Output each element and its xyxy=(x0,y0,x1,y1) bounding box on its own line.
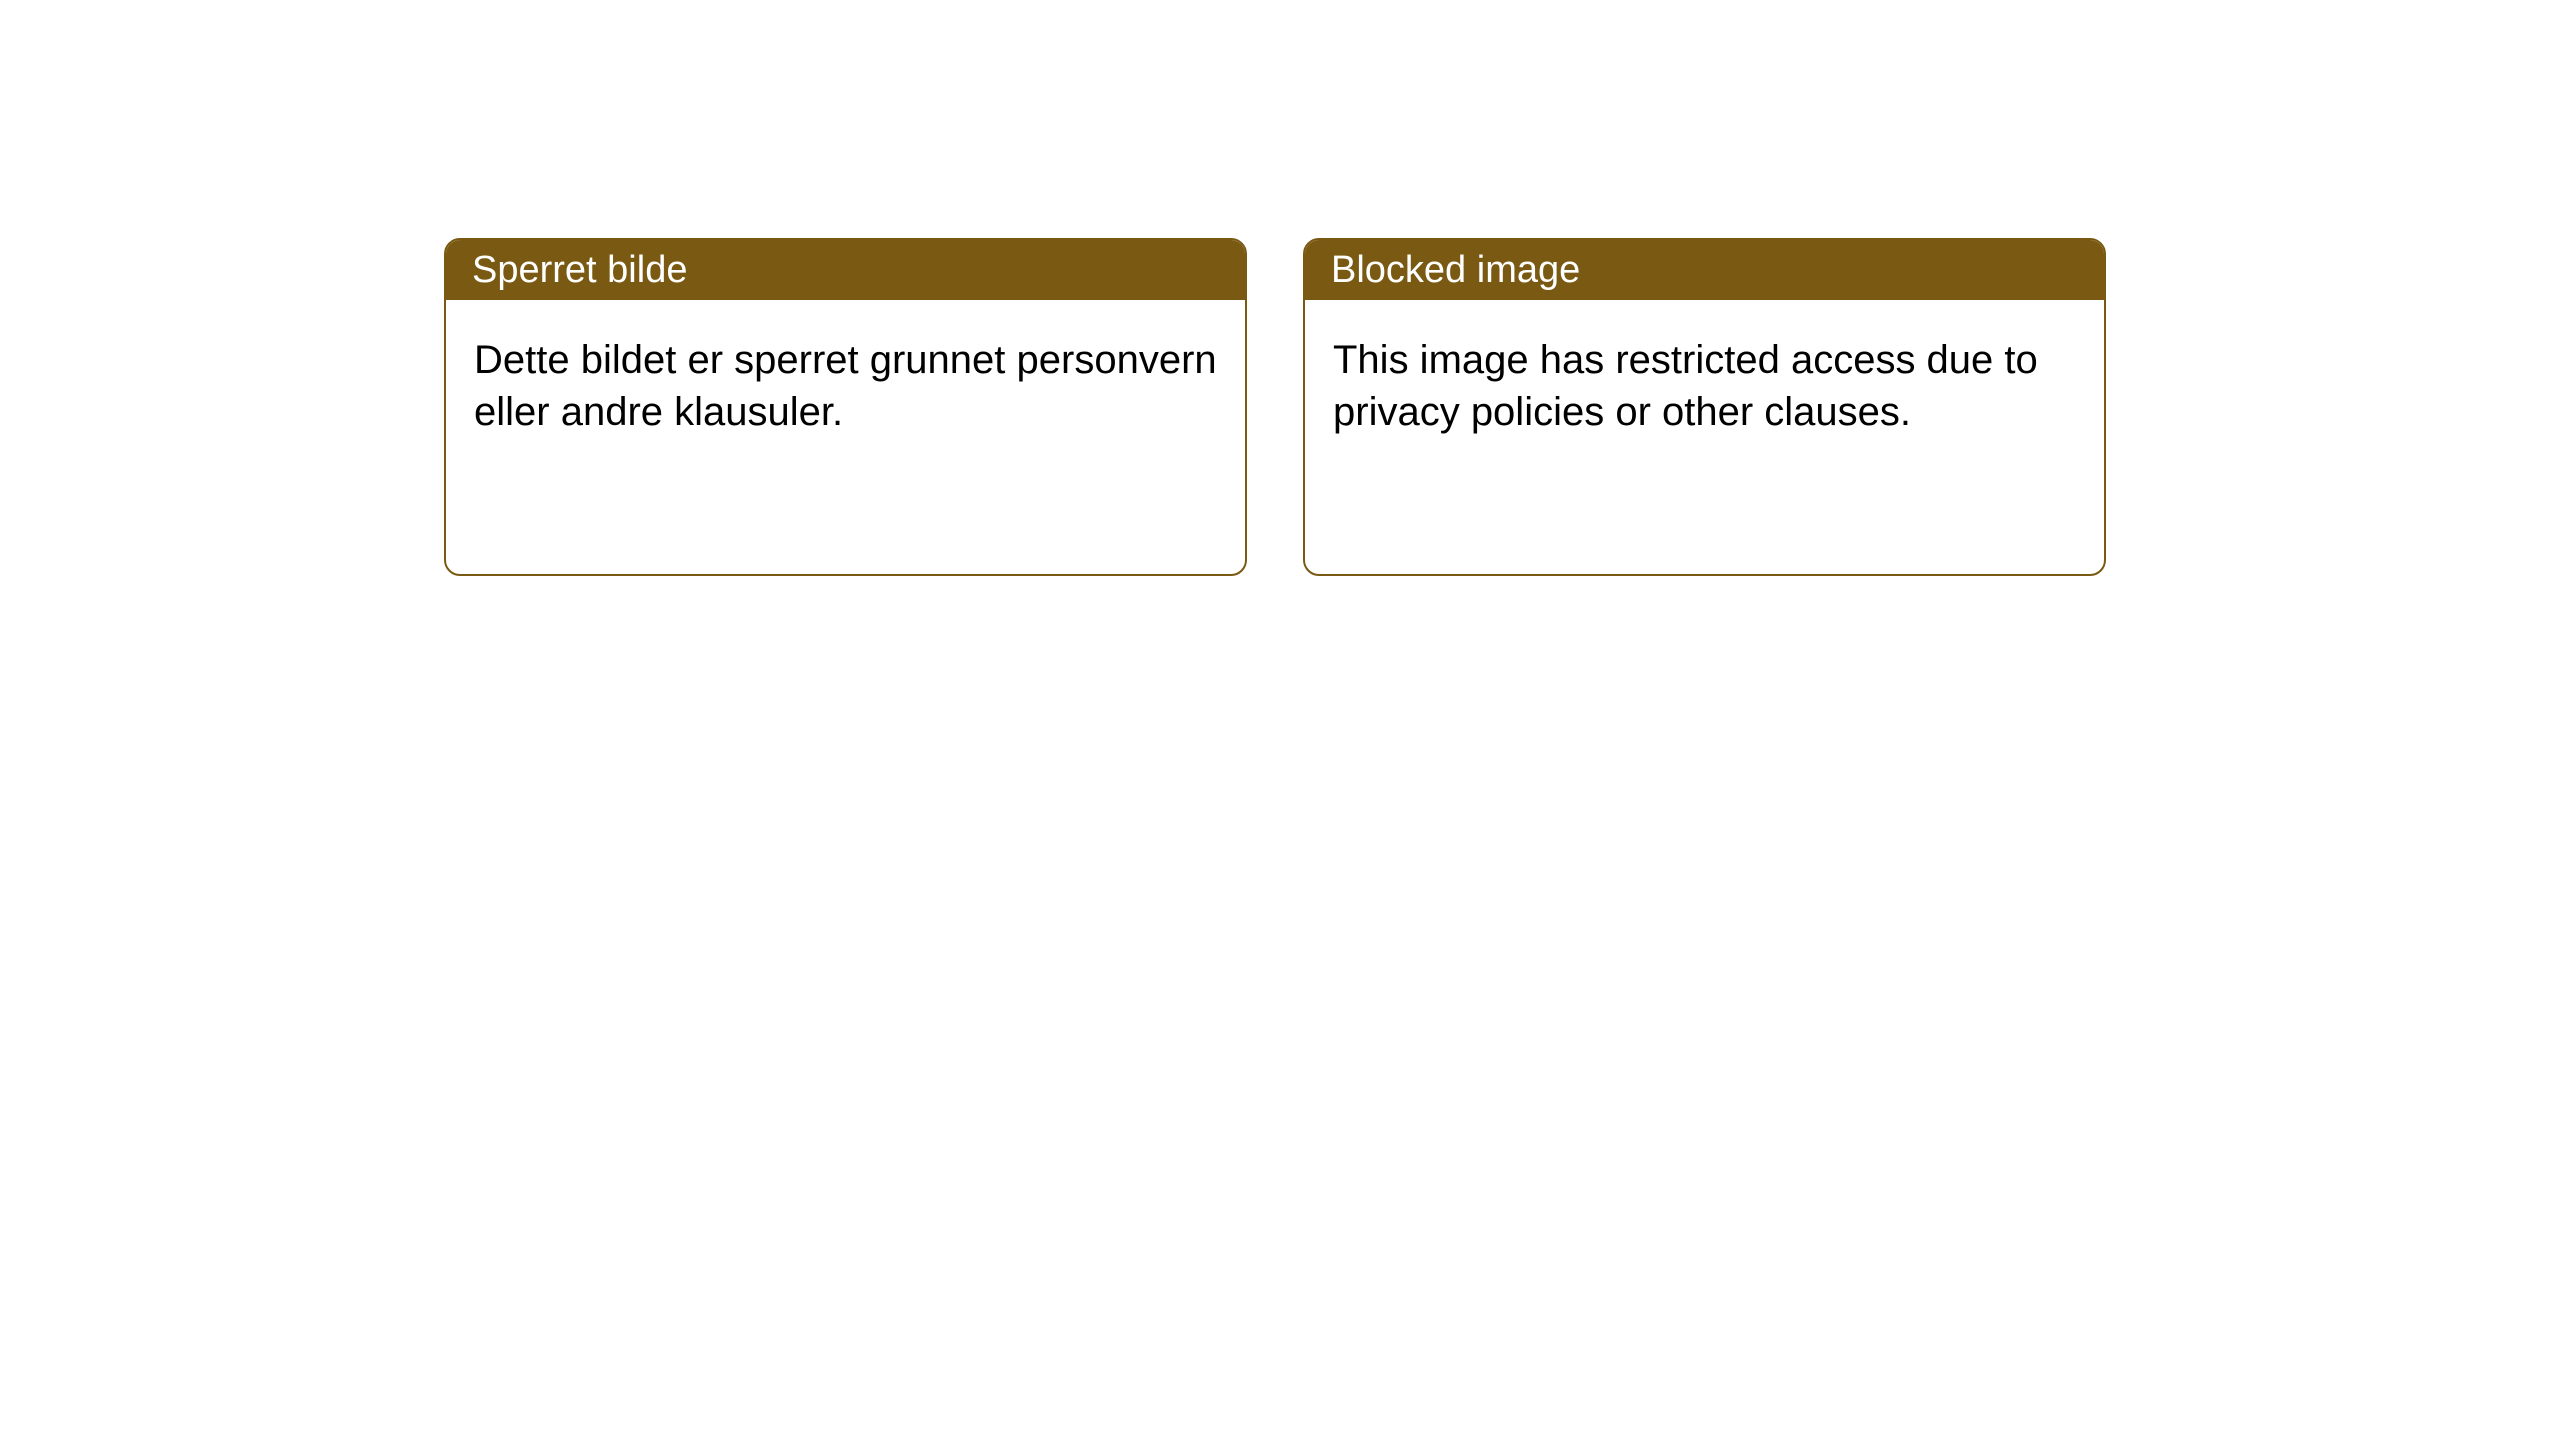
card-header: Blocked image xyxy=(1305,240,2104,300)
card-body-text: This image has restricted access due to … xyxy=(1333,338,2038,434)
notice-container: Sperret bilde Dette bildet er sperret gr… xyxy=(444,238,2106,576)
notice-card-english: Blocked image This image has restricted … xyxy=(1303,238,2106,576)
card-title: Sperret bilde xyxy=(472,249,687,292)
card-body-text: Dette bildet er sperret grunnet personve… xyxy=(474,338,1217,434)
notice-card-norwegian: Sperret bilde Dette bildet er sperret gr… xyxy=(444,238,1247,576)
card-header: Sperret bilde xyxy=(446,240,1245,300)
card-body: This image has restricted access due to … xyxy=(1305,300,2104,472)
card-body: Dette bildet er sperret grunnet personve… xyxy=(446,300,1245,472)
card-title: Blocked image xyxy=(1331,249,1580,292)
